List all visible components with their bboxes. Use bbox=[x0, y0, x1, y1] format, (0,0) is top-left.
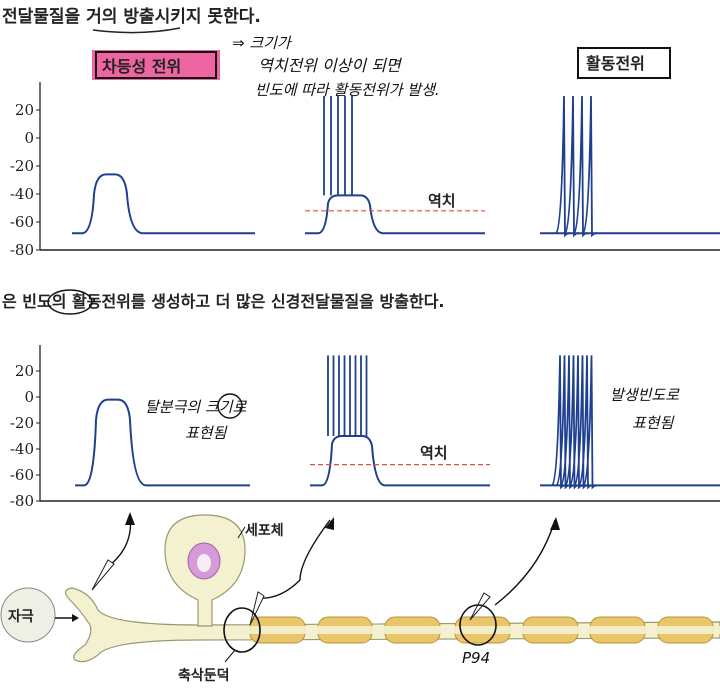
y-tick-label: -20 bbox=[10, 157, 34, 175]
y-tick-label: -60 bbox=[10, 466, 34, 484]
top-sentence: 전달물질을 거의 방출시키지 못한다. bbox=[2, 6, 261, 27]
leader-line bbox=[224, 649, 236, 663]
axon-hillock-label: 축삭둔덕 bbox=[178, 667, 230, 684]
note-mid-right-2: 표현됨 bbox=[632, 414, 675, 432]
note-top-2: 역치전위 이상이 되면 bbox=[258, 56, 403, 75]
y-tick-label: -20 bbox=[10, 414, 34, 432]
note-top-1: ⇒ 크기가 bbox=[232, 34, 293, 52]
y-tick-label: 0 bbox=[24, 129, 34, 147]
graded-potential-trace bbox=[72, 173, 255, 235]
stimulus-label: 자극 bbox=[8, 609, 34, 625]
note-mid-right: 발생빈도로 bbox=[610, 386, 680, 404]
y-tick-label: 0 bbox=[24, 388, 34, 406]
note-top-3: 빈도에 따라 활동전위가 발생. bbox=[255, 81, 440, 99]
action-potential-spike bbox=[582, 95, 598, 238]
nucleus-highlight bbox=[197, 554, 211, 572]
threshold-label-bottom: 역치 bbox=[420, 444, 448, 462]
leader-line bbox=[237, 526, 246, 539]
top-panel: 20 0 -20 -40 -60 -80 bbox=[10, 82, 720, 259]
node-circle bbox=[459, 604, 497, 646]
highlight bbox=[92, 50, 220, 80]
y-tick-label: -80 bbox=[10, 492, 34, 510]
stimulus-circle bbox=[0, 587, 56, 643]
neuron-illustration: 자극 축삭둔덕 세포체 P94 bbox=[0, 512, 720, 684]
action-potential-spike bbox=[555, 95, 571, 238]
axon-hillock-circle bbox=[223, 607, 261, 653]
action-potential-spike bbox=[573, 95, 589, 238]
graded-potential-trace bbox=[75, 398, 250, 487]
threshold-label-top: 역치 bbox=[428, 192, 456, 210]
y-tick-label: -40 bbox=[10, 440, 34, 458]
action-potential-spike bbox=[551, 355, 567, 490]
action-potential-spike bbox=[555, 355, 571, 490]
middle-sentence: 은 빈도의 활동전위를 생성하고 더 많은 신경전달물질을 방출한다. bbox=[2, 292, 445, 311]
suprathreshold-trace bbox=[310, 435, 490, 487]
arrowhead bbox=[72, 614, 79, 622]
action-potential-label: 활동전위 bbox=[586, 54, 645, 73]
graded-potential-label: 차등성 전위 bbox=[102, 57, 181, 76]
bottom-panel: 20 0 -20 -40 -60 -80 bbox=[10, 345, 720, 510]
y-tick-label: -80 bbox=[10, 241, 34, 259]
note-mid-left: 탈분극의 크기로 bbox=[145, 398, 248, 416]
action-potential-spike bbox=[564, 95, 580, 238]
y-tick-label: 20 bbox=[15, 362, 34, 380]
action-label-box bbox=[577, 47, 671, 79]
note-mid-left-2: 표현됨 bbox=[185, 424, 228, 442]
page-ref: P94 bbox=[462, 649, 490, 667]
suprathreshold-trace bbox=[305, 194, 485, 235]
action-potential-spike bbox=[573, 355, 589, 490]
circle-mark bbox=[47, 289, 93, 315]
underline bbox=[92, 27, 181, 34]
y-tick-label: 20 bbox=[15, 101, 34, 119]
electrode bbox=[91, 559, 491, 626]
cell-body-label: 세포체 bbox=[245, 523, 284, 539]
circle-mark bbox=[217, 393, 243, 419]
action-potential-spike bbox=[564, 355, 580, 490]
graded-label-box bbox=[95, 51, 217, 79]
action-potential-spike bbox=[578, 355, 594, 490]
action-potential-spike bbox=[582, 355, 598, 490]
action-potential-spike bbox=[569, 355, 585, 490]
myelin-sheath bbox=[230, 616, 720, 644]
y-tick-label: -40 bbox=[10, 185, 34, 203]
axon-core bbox=[230, 626, 720, 634]
y-tick-label: -60 bbox=[10, 213, 34, 231]
action-potential-spike bbox=[560, 355, 576, 490]
